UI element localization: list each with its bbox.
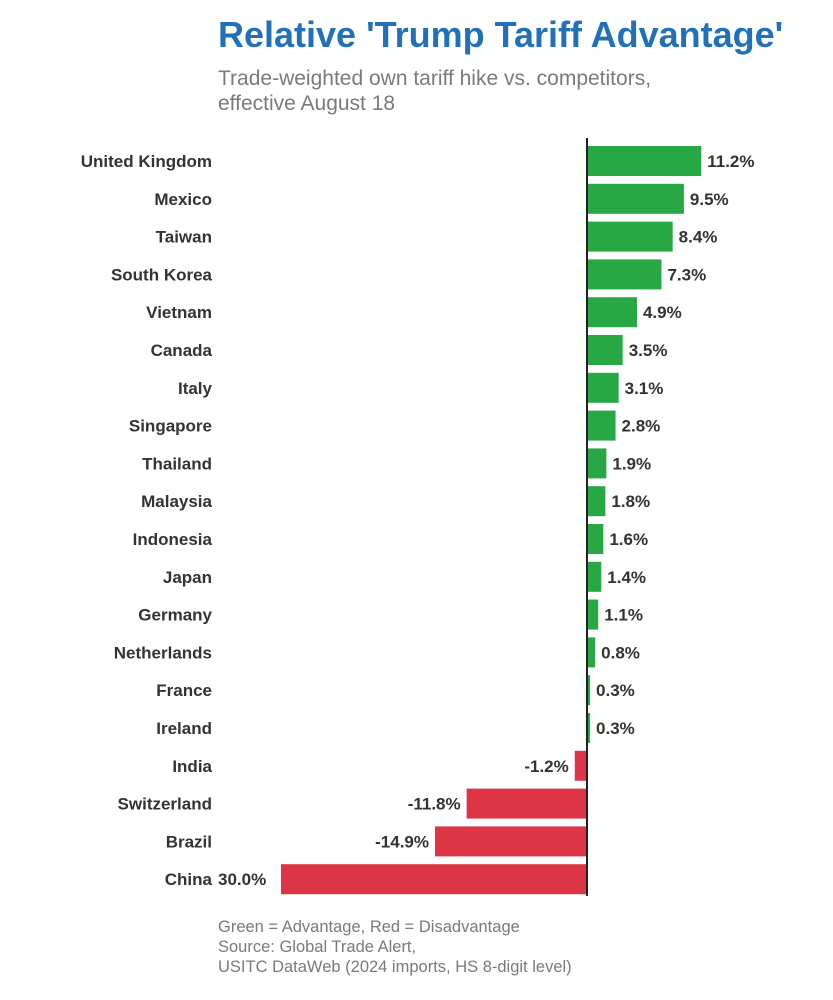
bar-italy [587, 372, 619, 403]
category-label-taiwan: Taiwan [156, 228, 212, 247]
category-label-vietnam: Vietnam [146, 303, 212, 322]
category-label-malaysia: Malaysia [141, 492, 212, 511]
source-line-2: USITC DataWeb (2024 imports, HS 8-digit … [218, 958, 572, 976]
bar-taiwan [587, 221, 673, 252]
bar-south-korea [587, 259, 662, 290]
bar-netherlands [587, 637, 596, 668]
source-line-1: Source: Global Trade Alert, [218, 938, 417, 956]
chart-subtitle: Trade-weighted own tariff hike vs. compe… [218, 66, 651, 116]
value-label-thailand: 1.9% [612, 454, 651, 473]
bar-brazil [435, 826, 587, 857]
category-label-indonesia: Indonesia [133, 530, 213, 549]
subtitle-line-2: effective August 18 [218, 92, 396, 115]
bar-india [574, 750, 587, 781]
value-label-brazil: -14.9% [375, 832, 429, 851]
category-label-mexico: Mexico [154, 190, 212, 209]
bar-singapore [587, 410, 616, 441]
bar-united-kingdom [587, 146, 702, 176]
category-label-canada: Canada [151, 341, 213, 360]
category-label-germany: Germany [138, 606, 212, 625]
value-label-canada: 3.5% [629, 341, 668, 360]
value-label-mexico: 9.5% [690, 190, 729, 209]
bar-vietnam [587, 297, 637, 328]
bar-ireland [587, 713, 591, 743]
bar-china [281, 864, 587, 895]
category-label-japan: Japan [163, 568, 212, 587]
bar-indonesia [587, 524, 604, 554]
value-label-china: 30.0% [218, 870, 266, 889]
category-label-ireland: Ireland [156, 719, 212, 738]
bar-malaysia [587, 486, 606, 517]
bar-germany [587, 599, 599, 630]
value-label-india: -1.2% [524, 757, 568, 776]
bar-france [587, 675, 591, 706]
chart-footer: Green = Advantage, Red = Disadvantage So… [218, 917, 572, 977]
value-label-malaysia: 1.8% [611, 492, 650, 511]
chart-title: Relative 'Trump Tariff Advantage' [218, 14, 784, 55]
bar-switzerland [466, 788, 587, 819]
value-label-indonesia: 1.6% [609, 530, 648, 549]
bar-thailand [587, 448, 607, 479]
bar-mexico [587, 183, 684, 214]
value-label-japan: 1.4% [607, 568, 646, 587]
category-label-china: China [165, 870, 213, 889]
value-label-singapore: 2.8% [622, 417, 661, 436]
category-label-italy: Italy [178, 379, 213, 398]
value-label-france: 0.3% [596, 681, 635, 700]
value-label-ireland: 0.3% [596, 719, 635, 738]
value-label-vietnam: 4.9% [643, 303, 682, 322]
category-label-thailand: Thailand [142, 454, 212, 473]
value-label-united-kingdom: 11.2% [707, 152, 754, 171]
bar-canada [587, 335, 623, 365]
category-label-united-kingdom: United Kingdom [81, 152, 212, 171]
value-label-germany: 1.1% [604, 606, 643, 625]
value-label-switzerland: -11.8% [408, 795, 461, 814]
category-label-india: India [172, 757, 212, 776]
subtitle-line-1: Trade-weighted own tariff hike vs. compe… [218, 67, 652, 90]
value-label-netherlands: 0.8% [601, 643, 640, 662]
value-label-taiwan: 8.4% [679, 228, 718, 247]
category-label-switzerland: Switzerland [118, 795, 212, 814]
category-label-south-korea: South Korea [111, 265, 213, 284]
bar-japan [587, 561, 602, 592]
category-label-france: France [156, 681, 212, 700]
category-label-netherlands: Netherlands [114, 643, 212, 662]
value-label-italy: 3.1% [625, 379, 664, 398]
category-label-singapore: Singapore [129, 417, 212, 436]
legend-note: Green = Advantage, Red = Disadvantage [218, 918, 520, 936]
value-label-south-korea: 7.3% [667, 265, 706, 284]
category-label-brazil: Brazil [166, 832, 212, 851]
